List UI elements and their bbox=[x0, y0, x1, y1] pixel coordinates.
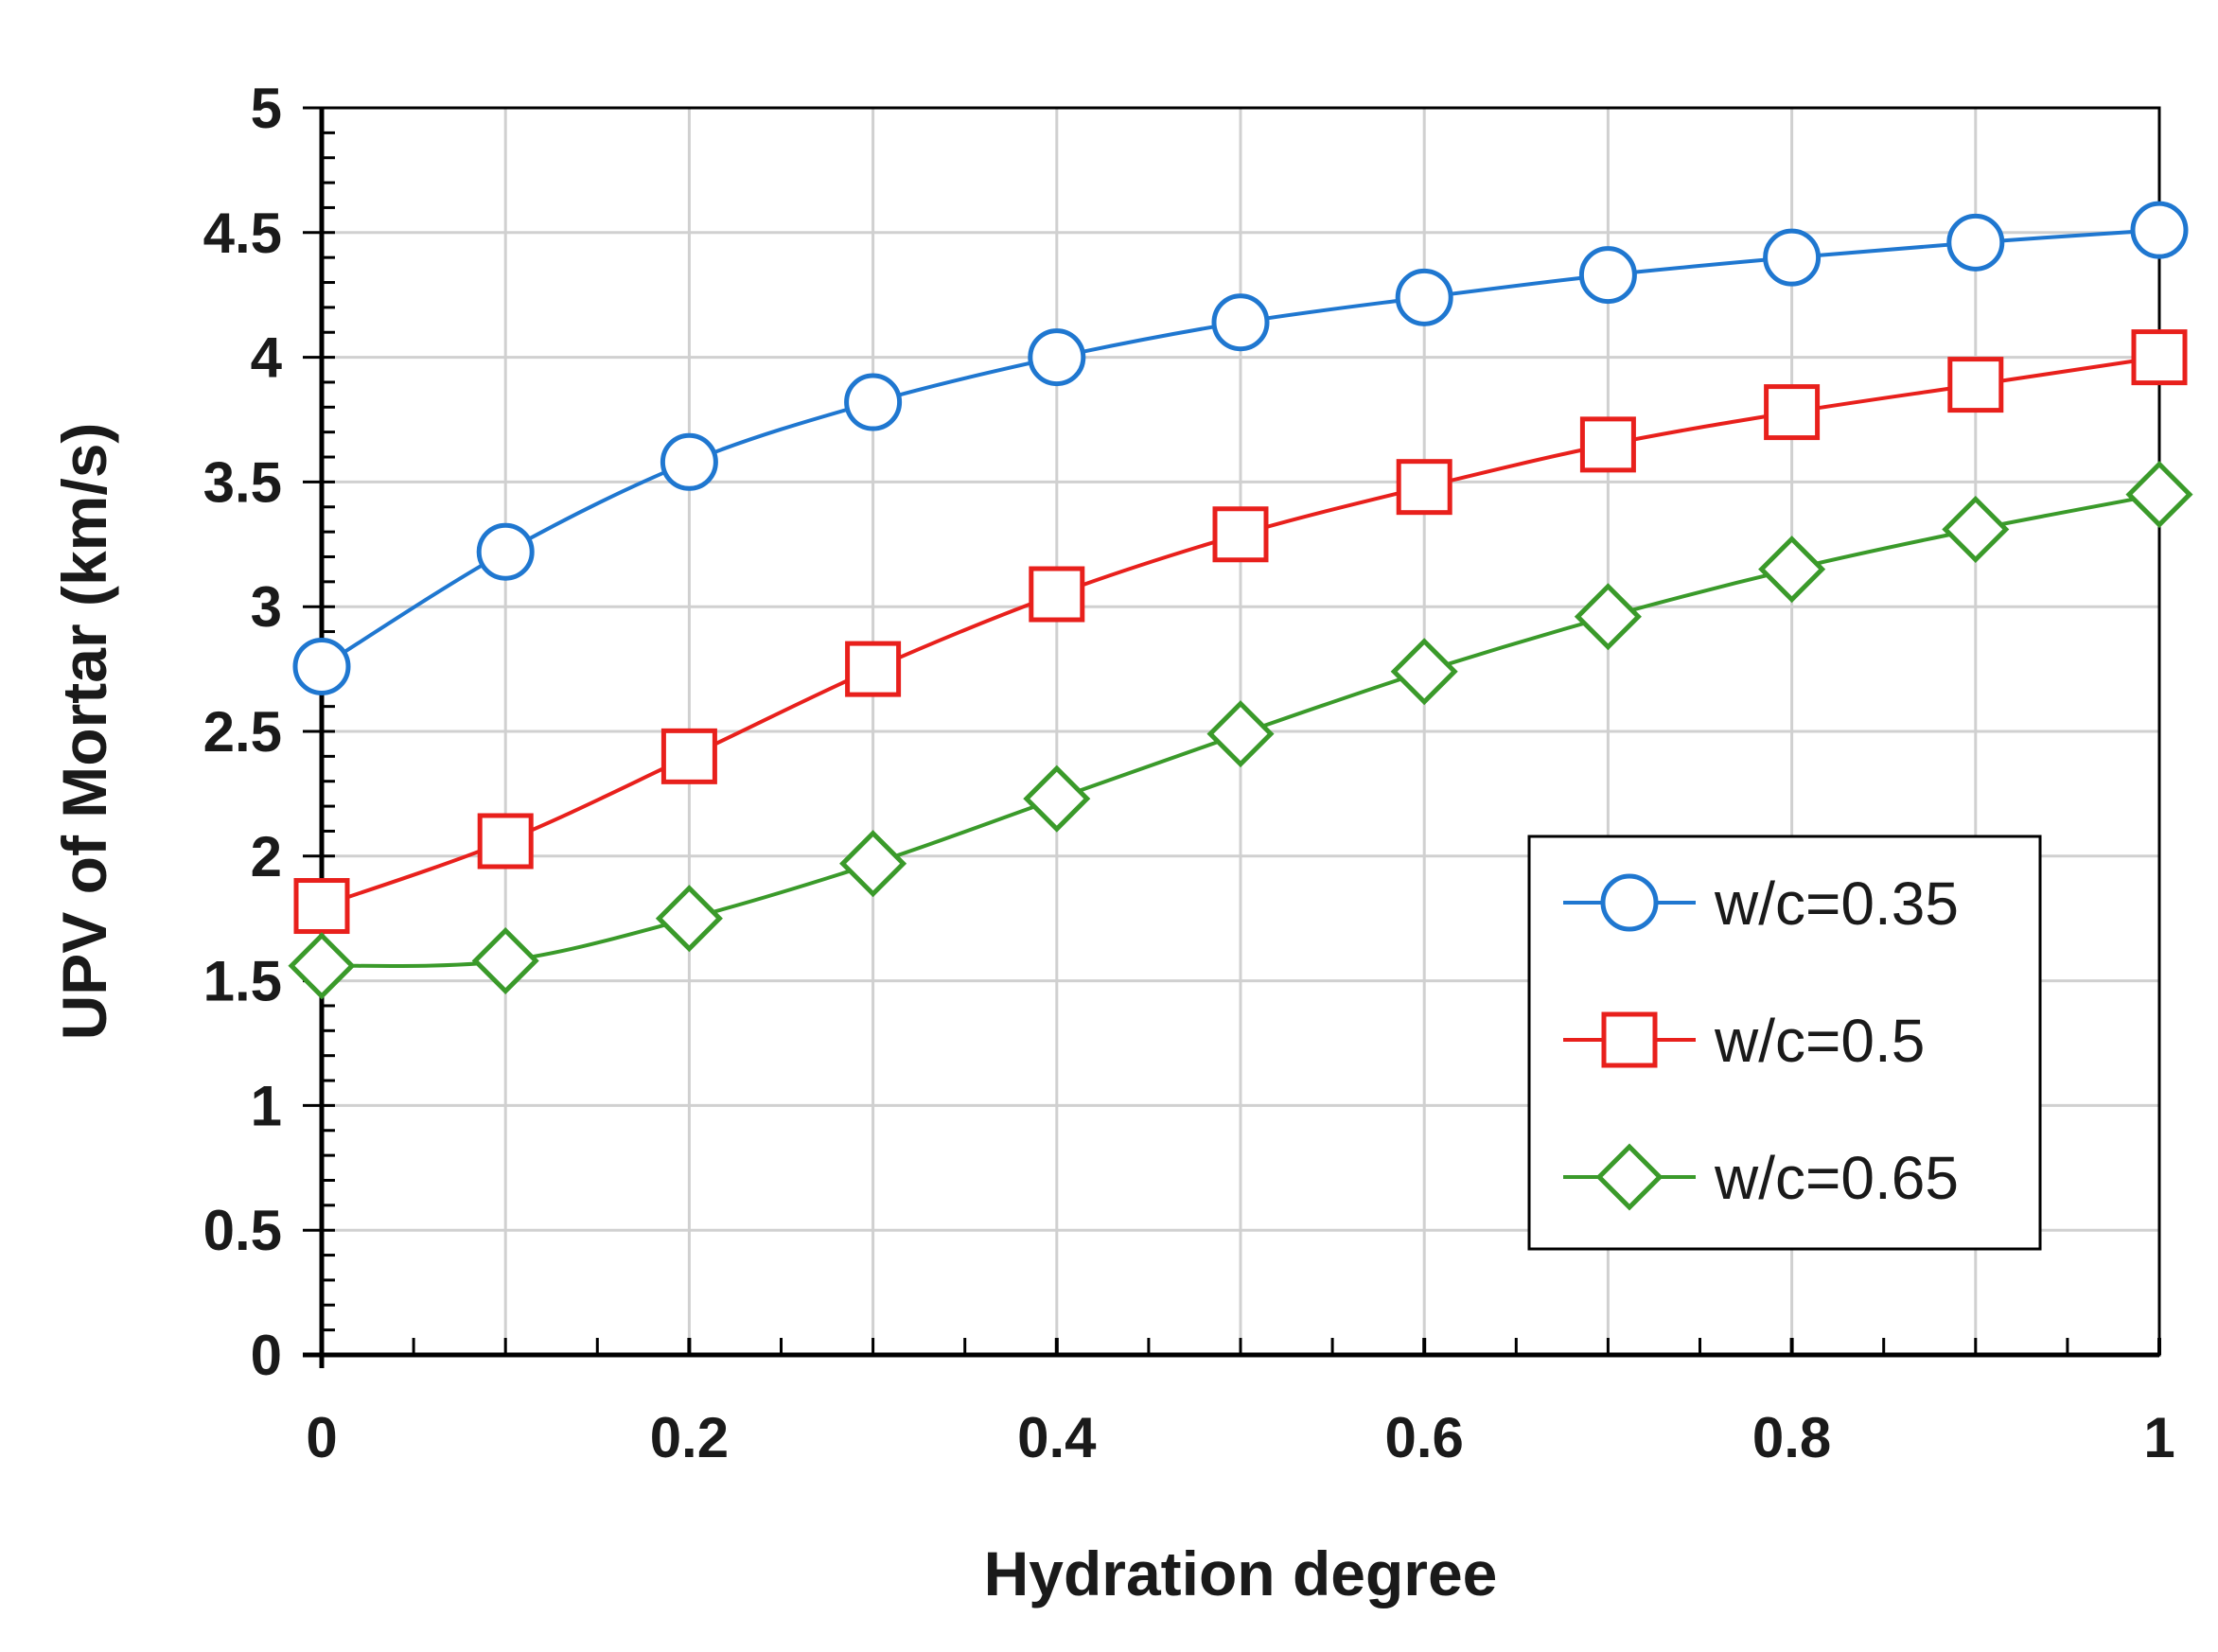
data-point-diamond bbox=[1942, 495, 2010, 564]
data-point-diamond bbox=[1390, 638, 1458, 706]
legend-label-wc-0-35: w/c=0.35 bbox=[1714, 870, 1959, 938]
legend-entry-wc-0-35: w/c=0.35 bbox=[1563, 870, 1959, 938]
y-tick-label: 0.5 bbox=[203, 1199, 282, 1262]
data-point-circle bbox=[660, 432, 718, 491]
y-tick-label: 1 bbox=[251, 1074, 282, 1137]
data-point-square bbox=[293, 878, 350, 935]
data-point-circle bbox=[1763, 228, 1822, 287]
y-tick-label: 3 bbox=[251, 575, 282, 639]
y-tick-label: 2 bbox=[251, 825, 282, 888]
x-tick-label: 0.6 bbox=[1384, 1406, 1463, 1469]
data-point-diamond bbox=[288, 932, 356, 1000]
data-point-diamond bbox=[471, 926, 539, 995]
data-point-square bbox=[1579, 416, 1636, 473]
legend-marker-shape bbox=[1595, 1143, 1664, 1211]
legend-marker-shape bbox=[1600, 873, 1659, 932]
data-point-circle bbox=[1211, 293, 1270, 352]
data-point-diamond bbox=[655, 885, 723, 953]
y-tick-label: 5 bbox=[251, 77, 282, 140]
data-point-diamond bbox=[1206, 700, 1275, 768]
data-point-circle bbox=[476, 522, 535, 581]
data-point-square bbox=[1764, 384, 1821, 441]
y-tick-label: 2.5 bbox=[203, 700, 282, 764]
data-point-circle bbox=[1578, 246, 1637, 305]
legend-label-wc-0-65: w/c=0.65 bbox=[1714, 1144, 1959, 1212]
y-tick-label: 4.5 bbox=[203, 202, 282, 265]
legend-marker-wc-0-65 bbox=[1595, 1143, 1664, 1211]
data-point-diamond bbox=[1023, 764, 1091, 833]
legend-entry-wc-0-5: w/c=0.5 bbox=[1563, 1007, 1925, 1075]
y-tick-label: 0 bbox=[251, 1324, 282, 1387]
data-point-diamond bbox=[839, 830, 907, 898]
data-point-circle bbox=[844, 373, 903, 431]
x-tick-label: 0.2 bbox=[650, 1406, 729, 1469]
data-point-diamond bbox=[1574, 583, 1642, 651]
x-axis-title: Hydration degree bbox=[984, 1538, 1498, 1608]
x-tick-label: 1 bbox=[2143, 1406, 2174, 1469]
legend-marker-shape bbox=[1601, 1011, 1658, 1068]
data-point-square bbox=[1396, 459, 1452, 516]
data-point-circle bbox=[1946, 213, 2005, 272]
legend-marker-wc-0-35 bbox=[1600, 873, 1659, 932]
data-point-square bbox=[1029, 566, 1085, 623]
y-tick-labels: 0 0.5 1 1.5 2 2.5 3 3.5 4 4.5 5 bbox=[203, 77, 283, 1387]
data-point-diamond bbox=[2125, 461, 2193, 529]
data-point-square bbox=[845, 641, 902, 697]
y-tick-label: 3.5 bbox=[203, 450, 282, 514]
y-tick-label: 4 bbox=[251, 326, 283, 390]
data-point-square bbox=[2131, 329, 2188, 386]
data-point-square bbox=[660, 728, 717, 784]
y-tick-label: 1.5 bbox=[203, 950, 282, 1013]
x-tick-label: 0 bbox=[306, 1406, 337, 1469]
y-axis-title: UPV of Mortar (km/s) bbox=[49, 423, 119, 1041]
data-point-circle bbox=[1395, 268, 1453, 326]
data-point-circle bbox=[292, 637, 351, 695]
data-point-square bbox=[1947, 357, 2004, 413]
legend: w/c=0.35 w/c=0.5 w/c=0.65 bbox=[1527, 835, 2042, 1251]
data-point-diamond bbox=[1758, 536, 1826, 604]
x-tick-labels: 0 0.2 0.4 0.6 0.8 1 bbox=[306, 1406, 2174, 1469]
x-tick-label: 0.4 bbox=[1017, 1406, 1097, 1469]
legend-entry-wc-0-65: w/c=0.65 bbox=[1563, 1143, 1959, 1212]
x-tick-label: 0.8 bbox=[1752, 1406, 1831, 1469]
series-markers bbox=[288, 201, 2193, 1000]
legend-label-wc-0-5: w/c=0.5 bbox=[1714, 1007, 1925, 1075]
data-point-circle bbox=[1028, 328, 1086, 387]
data-point-square bbox=[1212, 506, 1269, 563]
data-point-circle bbox=[2130, 201, 2189, 259]
legend-marker-wc-0-5 bbox=[1601, 1011, 1658, 1068]
data-point-square bbox=[477, 813, 534, 870]
